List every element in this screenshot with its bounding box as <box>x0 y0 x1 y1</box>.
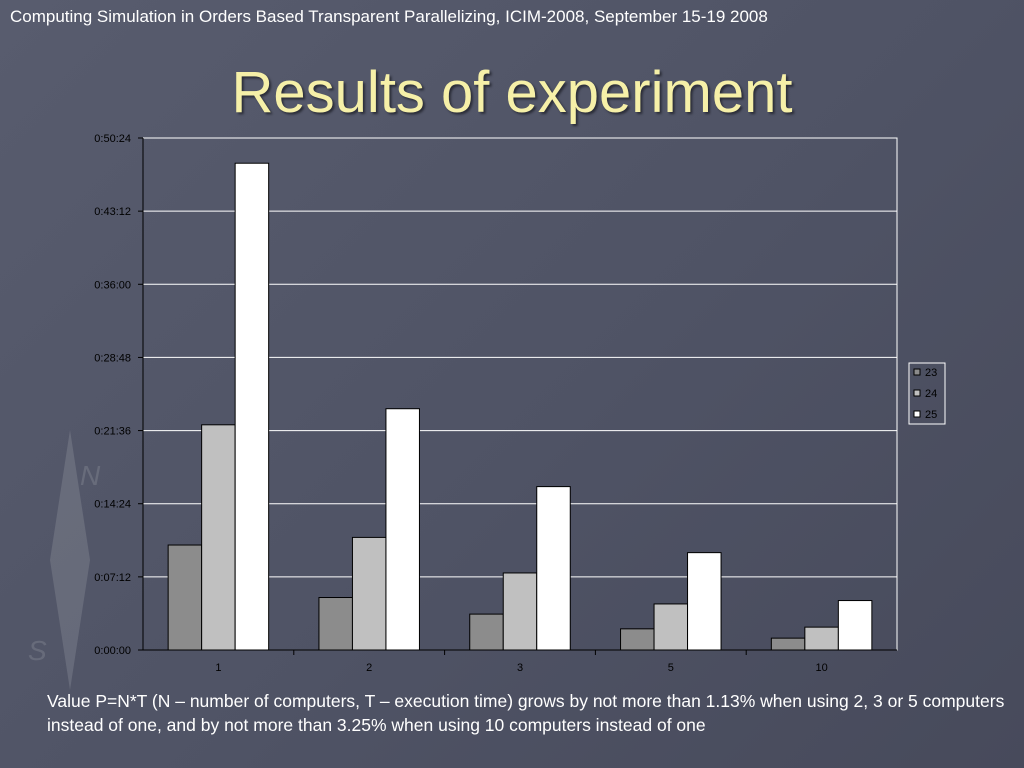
legend-swatch-23 <box>913 368 921 376</box>
slide-title: Results of experiment <box>231 60 793 125</box>
x-tick-label: 3 <box>517 662 523 674</box>
y-tick-label: 0:14:24 <box>94 499 131 511</box>
x-tick-label: 1 <box>215 662 221 674</box>
bar-series-25 <box>234 162 270 651</box>
legend-swatch-24 <box>913 389 921 397</box>
bar-series-25 <box>536 486 571 651</box>
bar-series-23 <box>469 613 504 651</box>
y-tick-label: 0:00:00 <box>94 645 131 657</box>
y-tick-label: 0:43:12 <box>94 206 131 218</box>
bar-series-24 <box>201 424 236 651</box>
chart-legend: 23 24 25 <box>908 362 946 425</box>
bar-series-23 <box>167 544 203 651</box>
bar-series-23 <box>318 597 353 651</box>
y-tick-label: 0:07:12 <box>94 572 131 584</box>
y-tick-label: 0:50:24 <box>94 133 131 145</box>
y-tick-label: 0:28:48 <box>94 352 131 364</box>
bar-series-24 <box>804 626 839 651</box>
x-tick-label: 5 <box>668 662 674 674</box>
bar-series-23 <box>770 637 806 651</box>
bar-series-25 <box>837 600 873 651</box>
legend-box <box>908 362 946 425</box>
legend-label-23: 23 <box>925 367 937 379</box>
bar-series-23 <box>620 628 655 651</box>
bar-series-24 <box>502 572 538 651</box>
results-caption: Value P=N*T (N – number of computers, T … <box>47 691 1005 735</box>
bars-layer <box>167 162 873 651</box>
x-tick-label: 2 <box>366 662 372 674</box>
presentation-header: Computing Simulation in Orders Based Tra… <box>10 7 768 26</box>
legend-label-24: 24 <box>925 388 937 400</box>
x-tick-label: 10 <box>815 662 827 674</box>
legend-swatch-25 <box>913 410 921 418</box>
bar-series-24 <box>653 603 689 651</box>
legend-label-25: 25 <box>925 409 937 421</box>
axis-layer: 0:00:00 0:07:12 0:14:24 0:21:36 0:28:48 0:36:… <box>94 133 897 674</box>
y-tick-label: 0:21:36 <box>94 426 131 438</box>
y-tick-label: 0:36:00 <box>94 279 131 291</box>
bar-series-25 <box>385 408 420 651</box>
bar-series-24 <box>351 536 387 651</box>
bar-series-25 <box>687 552 722 651</box>
